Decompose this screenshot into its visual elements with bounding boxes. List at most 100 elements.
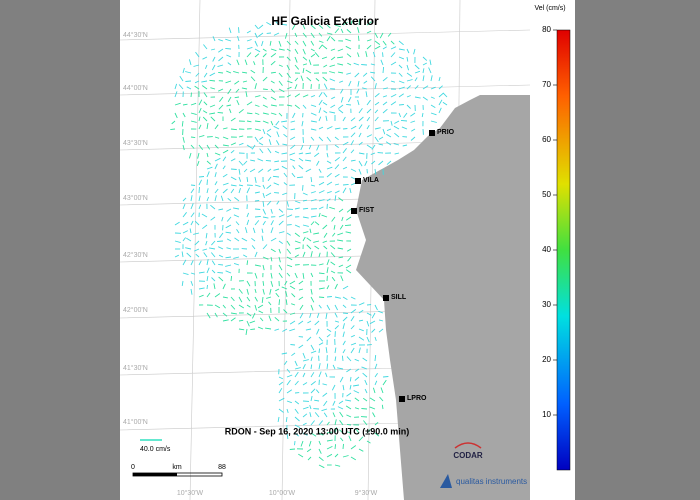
current-vector bbox=[195, 51, 200, 58]
current-vector bbox=[262, 88, 268, 91]
current-vector bbox=[354, 428, 360, 434]
current-vector bbox=[258, 24, 264, 30]
current-vector bbox=[309, 404, 312, 410]
current-vector bbox=[390, 52, 396, 58]
current-vector bbox=[349, 384, 352, 390]
current-vector bbox=[211, 64, 216, 71]
current-vector bbox=[307, 456, 312, 461]
current-vector bbox=[250, 328, 256, 331]
current-vector bbox=[334, 320, 340, 323]
current-vector bbox=[354, 358, 360, 362]
current-vector bbox=[193, 232, 200, 235]
current-vector bbox=[202, 110, 208, 114]
current-vector bbox=[217, 111, 224, 114]
current-vector bbox=[286, 48, 291, 52]
current-vector bbox=[316, 312, 320, 318]
current-vector bbox=[302, 413, 308, 418]
current-vector bbox=[398, 93, 404, 98]
current-vector bbox=[267, 176, 272, 182]
current-vector bbox=[314, 320, 320, 326]
current-vector bbox=[190, 288, 193, 295]
current-vector bbox=[286, 389, 293, 394]
current-vector bbox=[329, 78, 336, 82]
current-vector bbox=[378, 136, 384, 140]
current-vector bbox=[334, 453, 339, 458]
current-vector bbox=[357, 80, 360, 87]
current-vector bbox=[310, 372, 315, 378]
current-vector bbox=[174, 102, 181, 106]
current-vector bbox=[322, 392, 328, 397]
current-vector bbox=[325, 372, 328, 378]
current-vector bbox=[261, 228, 264, 234]
current-vector bbox=[225, 224, 232, 229]
current-vector bbox=[294, 432, 299, 437]
current-vector bbox=[233, 256, 240, 259]
current-vector bbox=[268, 315, 272, 322]
current-vector bbox=[346, 29, 352, 34]
current-vector bbox=[302, 432, 308, 436]
current-vector bbox=[218, 71, 224, 74]
current-vector bbox=[358, 124, 363, 130]
current-vector bbox=[342, 349, 346, 354]
current-vector bbox=[318, 456, 324, 462]
current-vector bbox=[334, 312, 338, 318]
current-vector bbox=[259, 148, 264, 154]
current-vector bbox=[346, 368, 352, 373]
current-vector bbox=[403, 112, 408, 118]
current-vector bbox=[289, 285, 296, 290]
current-vector bbox=[190, 112, 197, 116]
current-vector bbox=[294, 360, 298, 367]
current-vector bbox=[358, 336, 365, 341]
current-vector bbox=[366, 134, 373, 138]
current-vector bbox=[243, 168, 248, 173]
current-vector bbox=[246, 52, 252, 58]
current-vector bbox=[254, 208, 261, 210]
current-vector bbox=[262, 220, 266, 226]
current-vector bbox=[330, 48, 336, 51]
current-vector bbox=[286, 80, 293, 84]
current-vector bbox=[286, 64, 291, 71]
current-vector bbox=[318, 272, 325, 275]
current-vector bbox=[182, 237, 186, 242]
current-vector bbox=[337, 63, 344, 66]
current-vector bbox=[198, 260, 202, 266]
current-vector bbox=[374, 116, 379, 122]
current-vector bbox=[374, 32, 378, 39]
colorbar-tick-label: 40 bbox=[542, 245, 551, 254]
current-vector bbox=[243, 160, 248, 166]
current-vector bbox=[278, 408, 284, 413]
current-vector bbox=[226, 54, 232, 58]
current-vector bbox=[227, 96, 232, 103]
current-vector bbox=[331, 276, 336, 282]
current-vector bbox=[422, 62, 428, 66]
scale-unit: km bbox=[172, 464, 182, 471]
current-vector bbox=[262, 192, 265, 199]
colorbar-tick-label: 60 bbox=[542, 135, 551, 144]
current-vector bbox=[270, 280, 274, 287]
current-vector bbox=[230, 296, 235, 302]
current-vector bbox=[374, 109, 379, 114]
current-vector bbox=[393, 143, 400, 146]
current-vector bbox=[308, 440, 312, 447]
current-vector bbox=[212, 56, 216, 62]
current-vector bbox=[322, 102, 328, 106]
current-vector bbox=[294, 424, 301, 429]
current-vector bbox=[294, 240, 301, 244]
current-vector bbox=[380, 387, 384, 394]
current-vector bbox=[219, 232, 224, 239]
current-vector bbox=[430, 104, 436, 108]
current-vector bbox=[310, 176, 313, 183]
current-vector bbox=[270, 80, 275, 84]
current-vector bbox=[233, 207, 240, 210]
current-vector bbox=[410, 120, 416, 123]
current-vector bbox=[330, 56, 336, 61]
current-vector bbox=[302, 363, 306, 370]
current-vector bbox=[278, 248, 281, 254]
current-vector bbox=[302, 251, 306, 258]
current-vector bbox=[374, 355, 377, 362]
current-vector bbox=[326, 431, 333, 434]
current-vector bbox=[310, 296, 315, 303]
current-vector bbox=[242, 254, 248, 258]
current-vector bbox=[289, 320, 296, 325]
current-vector bbox=[211, 277, 216, 282]
